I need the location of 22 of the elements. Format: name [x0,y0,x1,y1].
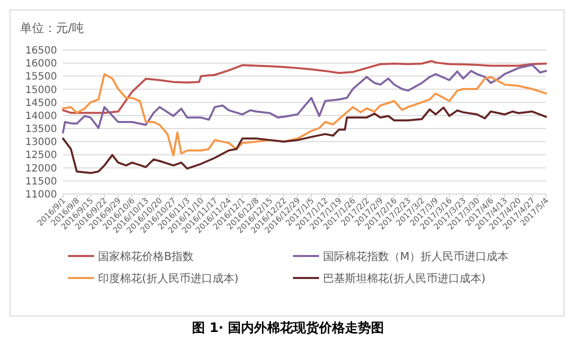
y-tick-label: 14500 [25,98,57,109]
y-tick-label: 16000 [25,58,57,70]
line-series [62,64,547,134]
y-tick-label: 11000 [25,190,57,200]
y-tick-label: 12500 [25,150,57,162]
y-tick-label: 14000 [25,110,57,122]
legend-label: 印度棉花(折人民币进口成本) [98,272,239,285]
y-tick-label: 15000 [25,84,57,96]
y-tick-label: 11500 [25,176,57,188]
y-tick-label: 16500 [25,46,57,56]
legend-label: 国家棉花价格B指数 [98,250,194,263]
y-tick-label: 12000 [25,163,57,174]
line-series [62,106,547,174]
line-series [62,73,547,157]
legend-label: 国际棉花指数（M）折人民币进口成本 [323,250,508,263]
y-tick-label: 15500 [25,72,57,83]
legend-label: 巴基斯坦棉花(折人民币进口成本) [323,272,486,285]
text: 图 1· 国内外棉花现货价格走势图 [192,320,384,336]
y-axis-title: 单位：元/吨 [20,21,84,35]
line-series [62,60,547,114]
y-tick-label: 13500 [25,124,57,136]
y-tick-label: 13000 [25,137,57,148]
